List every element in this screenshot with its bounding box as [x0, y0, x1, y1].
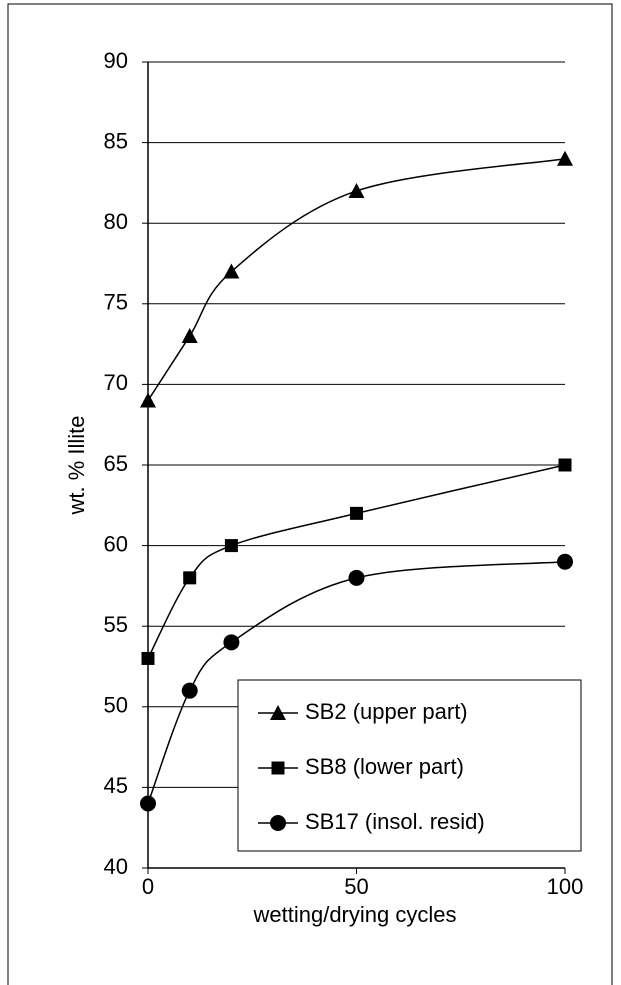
marker-triangle [181, 328, 198, 344]
series-line [147, 464, 566, 659]
legend-label: SB17 (insol. resid) [305, 809, 485, 834]
y-tick-label: 50 [104, 693, 128, 718]
y-tick-label: 60 [104, 531, 128, 556]
marker-triangle [223, 263, 240, 279]
y-tick-label: 80 [104, 209, 128, 234]
marker-square [224, 539, 238, 553]
marker-square [271, 761, 285, 775]
marker-circle [557, 553, 573, 570]
y-tick-label: 40 [104, 854, 128, 879]
y-tick-label: 75 [104, 290, 128, 315]
marker-circle [348, 569, 365, 586]
y-tick-label: 55 [104, 612, 128, 637]
legend-label: SB8 (lower part) [305, 754, 464, 779]
marker-circle [223, 634, 240, 651]
marker-triangle [557, 150, 573, 166]
y-tick-label: 85 [104, 128, 128, 153]
y-tick-label: 90 [104, 48, 128, 73]
marker-circle [181, 682, 198, 699]
marker-square [183, 571, 197, 585]
legend-label: SB2 (upper part) [305, 699, 468, 724]
x-tick-label: 100 [547, 874, 584, 899]
marker-circle [270, 815, 286, 831]
marker-square [350, 506, 363, 520]
y-axis-title: wt. % Illite [64, 415, 89, 515]
x-axis-title: wetting/drying cycles [253, 902, 457, 927]
y-tick-label: 70 [104, 370, 128, 395]
marker-circle [140, 795, 156, 812]
series-line [147, 560, 566, 804]
y-tick-label: 45 [104, 773, 128, 798]
y-tick-label: 65 [104, 451, 128, 476]
marker-triangle [140, 392, 156, 408]
marker-square [558, 458, 572, 472]
x-tick-label: 0 [142, 874, 154, 899]
marker-square [141, 651, 155, 665]
marker-triangle [270, 705, 286, 720]
marker-triangle [348, 182, 365, 198]
x-tick-label: 50 [344, 874, 368, 899]
